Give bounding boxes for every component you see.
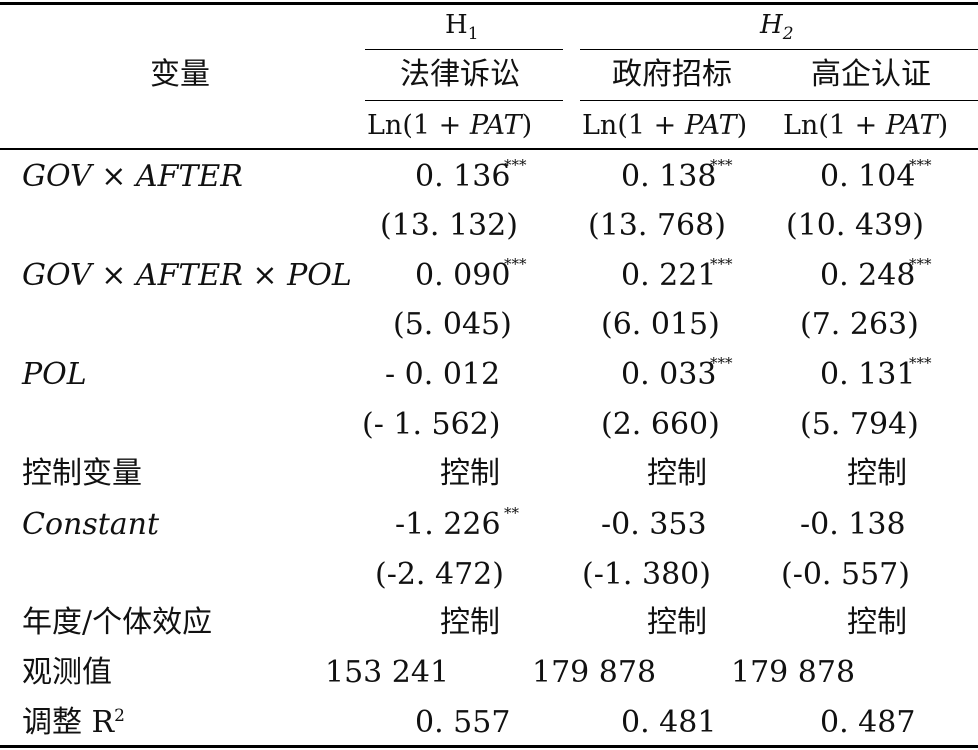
dep-prefix-3: Ln(1 + [783, 110, 886, 141]
variable-header: 变量 [150, 57, 210, 92]
pol-coef-col1: - 0. 012 [385, 357, 501, 392]
row-label-controls: 控制变量 [22, 456, 142, 491]
observations-col2: 179 878 [532, 655, 657, 690]
gov-after-tstat-col3: (10. 439) [786, 208, 924, 243]
pol-tstat-col1: (- 1. 562) [362, 407, 501, 442]
observations-col3: 179 878 [731, 655, 856, 690]
gov-after-tstat-col1: (13. 132) [380, 208, 518, 243]
col3-dependent-variable: Ln(1 + PAT) [783, 112, 948, 139]
gov-after-sig-col2: *** [710, 156, 733, 174]
gov-after-coef-col2: 0. 138 [621, 159, 717, 194]
gov-after-pol-coef-col2: 0. 221 [621, 258, 717, 293]
gov-after-tstat-col2: (13. 768) [588, 208, 726, 243]
gov-after-coef-col3: 0. 104 [820, 159, 916, 194]
gov-after-pol-sig-col1: *** [504, 255, 527, 273]
col2-name: 政府招标 [612, 57, 732, 92]
constant-tstat-col1: (-2. 472) [375, 557, 504, 592]
row-label-pol: POL [22, 357, 87, 392]
controls-col3: 控制 [847, 456, 907, 491]
gov-after-coef-col1: 0. 136 [415, 159, 511, 194]
h2-underline [580, 49, 978, 50]
adj-r2-col1: 0. 557 [415, 705, 511, 740]
gov-after-sig-col1: *** [504, 156, 527, 174]
pol-coef-col3: 0. 131 [820, 357, 916, 392]
gov-after-pol-sig-col3: *** [909, 255, 932, 273]
fixed-effects-col3: 控制 [847, 605, 907, 640]
dep-var-1: PAT [469, 110, 522, 141]
constant-tstat-col3: (-0. 557) [781, 557, 910, 592]
constant-tstat-col2: (-1. 380) [582, 557, 711, 592]
col1-name-underline [365, 100, 563, 101]
dep-var-3: PAT [885, 110, 938, 141]
constant-sig-col1: ** [504, 504, 519, 522]
header-bottom-rule [0, 148, 978, 150]
col1-dependent-variable: Ln(1 + PAT) [367, 112, 532, 139]
gov-after-pol-tstat-col3: (7. 263) [800, 307, 919, 342]
adj-r2-col3: 0. 487 [820, 705, 916, 740]
h1-underline [365, 49, 563, 50]
h2-subscript: 2 [782, 24, 794, 45]
adj-r2-superscript: 2 [114, 706, 125, 726]
col23-name-underline [580, 100, 978, 101]
constant-coef-col1: -1. 226 [395, 507, 501, 542]
pol-sig-col3: *** [909, 354, 932, 372]
dep-prefix-2: Ln(1 + [582, 110, 685, 141]
pol-coef-col2: 0. 033 [621, 357, 717, 392]
row-label-adj-r2: 调整 R2 [22, 708, 125, 738]
col3-name: 高企认证 [811, 57, 931, 92]
constant-coef-col2: -0. 353 [601, 507, 707, 542]
gov-after-sig-col3: *** [909, 156, 932, 174]
col2-dependent-variable: Ln(1 + PAT) [582, 112, 747, 139]
gov-after-pol-sig-col2: *** [710, 255, 733, 273]
adj-r2-text: 调整 R [22, 705, 115, 740]
gov-after-pol-coef-col3: 0. 248 [820, 258, 916, 293]
gov-after-pol-coef-col1: 0. 090 [415, 258, 511, 293]
hypothesis-h2-label: H2 [760, 10, 794, 43]
row-label-gov-after: GOV × AFTER [22, 159, 243, 194]
gov-after-pol-tstat-col2: (6. 015) [601, 307, 720, 342]
pol-sig-col2: *** [710, 354, 733, 372]
pol-tstat-col2: (2. 660) [601, 407, 720, 442]
gov-after-pol-tstat-col1: (5. 045) [393, 307, 512, 342]
dep-suffix-2: ) [736, 110, 748, 141]
col1-name: 法律诉讼 [400, 57, 520, 92]
pol-tstat-col3: (5. 794) [800, 407, 919, 442]
hypothesis-h1-label: H1 [445, 10, 479, 43]
fixed-effects-col2: 控制 [647, 605, 707, 640]
dep-suffix-1: ) [521, 110, 533, 141]
adj-r2-col2: 0. 481 [621, 705, 717, 740]
h1-letter: H [445, 10, 468, 40]
row-label-fixed-effects: 年度/个体效应 [22, 605, 213, 640]
row-label-constant: Constant [22, 507, 160, 542]
observations-col1: 153 241 [325, 655, 450, 690]
row-label-gov-after-pol: GOV × AFTER × POL [22, 258, 352, 293]
h2-letter: H [760, 10, 783, 40]
dep-suffix-3: ) [937, 110, 949, 141]
top-rule [0, 2, 978, 5]
dep-var-2: PAT [684, 110, 737, 141]
fixed-effects-col1: 控制 [440, 605, 500, 640]
row-label-observations: 观测值 [22, 655, 112, 690]
constant-coef-col3: -0. 138 [800, 507, 906, 542]
bottom-rule [0, 745, 978, 748]
controls-col2: 控制 [647, 456, 707, 491]
h1-subscript: 1 [467, 24, 479, 45]
controls-col1: 控制 [440, 456, 500, 491]
dep-prefix-1: Ln(1 + [367, 110, 470, 141]
